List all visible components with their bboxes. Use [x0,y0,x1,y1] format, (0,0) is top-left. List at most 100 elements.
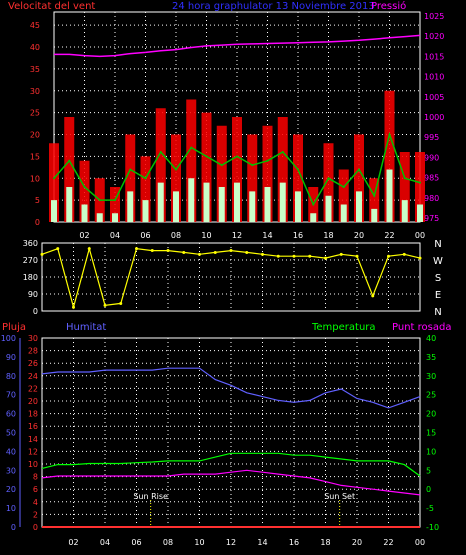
pressure-y-tick: 1020 [424,32,444,41]
wind-direction-line [41,246,421,310]
pressure-y-tick: 985 [424,174,439,183]
wind-gust-bar [79,160,90,222]
wind-gust-bar [247,134,258,222]
wind-gust-bar [293,134,303,222]
wind-direction-point [387,254,390,258]
wind-average-point [297,168,299,171]
wind-lull-bar [173,191,179,222]
wind-average-point [281,151,284,153]
wind-direction-point [198,252,201,256]
temperature-y-tick: 20 [426,410,436,419]
wind-y-tick: 35 [30,65,40,74]
humidity-y-tick: 0 [11,523,16,532]
wind-lull-bar [127,191,134,222]
weather-panel-x-tick: 22 [383,538,393,547]
wind-direction-point [72,305,75,309]
pressure-y-tick: 1025 [424,12,444,21]
rain-y-tick: 30 [28,334,38,343]
wind-direction-point [371,294,375,298]
wind-direction-point [308,254,312,258]
wind-panel-x-tick: 02 [79,231,89,240]
rain-y-tick: 0 [33,523,38,532]
wind-lull-bar [203,182,210,222]
dewpoint-line [41,469,421,496]
rain-y-tick: 28 [28,347,38,356]
wind-direction-point [339,252,343,256]
wind-average-point [419,181,421,184]
wind-gust-bar [232,117,242,222]
wind-direction-point [103,303,107,307]
wind-y-tick: 5 [35,196,40,205]
wind-lull-bar [188,178,195,222]
wind-lull-bar [310,213,317,222]
wind-average-point [205,155,208,158]
wind-gust-bar [155,108,166,222]
wind-y-tick: 30 [30,87,40,96]
wind-average-point [403,177,406,180]
wind-gust-bar [125,134,136,222]
pressure-y-tick: 1000 [424,113,444,122]
humidity-y-tick: 40 [6,447,16,456]
wind-average-point [266,159,269,162]
wind-lull-bar [325,195,332,222]
wind-panel-x-tick: 20 [354,231,364,240]
temperature-y-tick: 25 [426,391,436,400]
wind-gust-bar [110,187,120,222]
temperature-y-tick: 0 [426,485,431,494]
weather-panel-x-tick: 20 [352,538,362,547]
wind-panel-x-tick: 12 [232,231,242,240]
wind-average-point [129,168,132,171]
rain-y-tick: 22 [28,384,38,393]
pressure-y-tick: 975 [424,214,439,223]
wind-direction-point [245,250,249,254]
wind-lull-bar [371,208,378,222]
wind-gust-bar [186,99,197,222]
rain-y-tick: 2 [33,510,38,519]
wind-direction-point [166,249,170,253]
chart-title: 24 hora graphulator 13 Noviembre 2013 [172,1,375,12]
pressure-y-tick: 1005 [424,93,444,102]
wind-gust-bar [49,143,59,222]
wind-direction-point [261,252,264,256]
rain-y-tick: 20 [28,397,38,406]
wind-lull-bar [218,187,225,222]
wind-gust-bar [338,169,349,222]
compass-label: N [434,239,441,250]
wind-direction-point [135,247,138,251]
rain-y-tick: 18 [28,410,38,419]
temperature-y-tick: 30 [426,372,436,381]
wind-lull-bar [340,204,347,222]
wind-average-point [388,133,391,136]
wind-average-point [373,194,376,197]
weather-panel-x-tick: 08 [163,538,173,547]
weather-panel-x-tick: 04 [100,538,110,547]
wind-gust-bar [399,152,410,222]
rain-y-tick: 26 [28,359,38,368]
wind-direction-point [182,250,186,254]
wind-average-point [342,186,345,188]
wind-lull-bar [157,182,164,222]
rain-y-tick: 8 [33,473,38,482]
humidity-y-tick: 100 [1,334,16,343]
humidity-y-tick: 90 [6,353,16,362]
temperature-y-tick: 35 [426,353,436,362]
wind-panel-x-tick: 18 [323,231,333,240]
weather-panel-x-tick: 16 [289,538,299,547]
compass-label: E [435,290,441,301]
pressure-line [54,34,421,58]
weather-panel-x-tick: 18 [320,538,330,547]
wind-average-point [53,177,55,180]
rain-y-tick: 24 [28,372,38,381]
wind-direction-point [229,249,233,253]
wind-average-point [83,186,86,188]
wind-gust-bar [354,134,364,222]
weather-panel-x-tick: 14 [257,538,267,547]
humidity-line [41,367,421,409]
wind-y-tick: 15 [30,152,40,161]
wind-average-point [68,159,71,162]
dir-y-tick: 180 [23,273,38,282]
wind-y-tick: 40 [30,43,40,52]
wind-average-point [251,164,254,167]
humidity-y-tick: 60 [6,410,16,419]
wind-lull-bar [401,200,408,222]
